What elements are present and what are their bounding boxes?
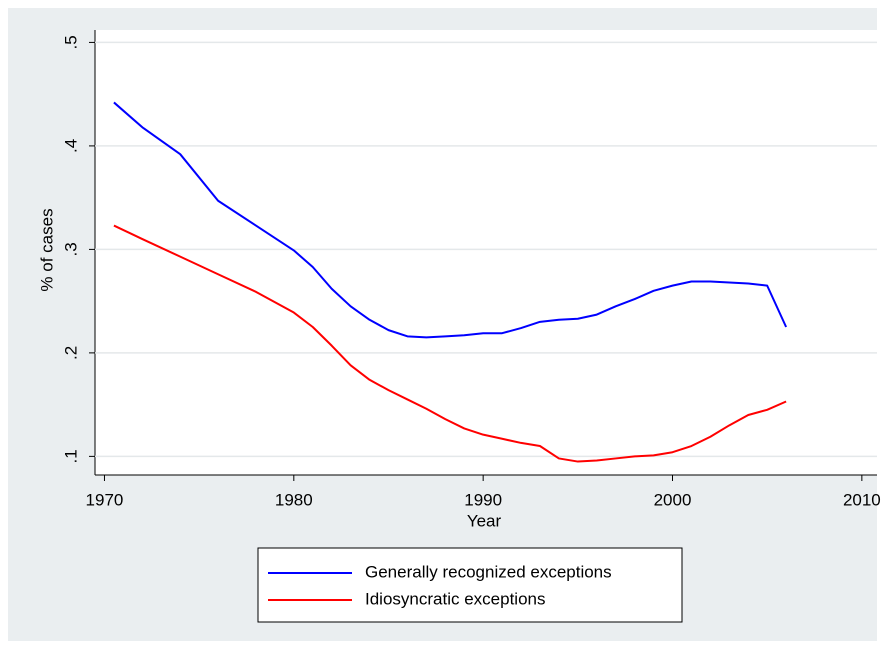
y-tick-label: .3 xyxy=(61,242,80,256)
x-tick-label: 2010 xyxy=(843,490,881,509)
y-axis-title: % of cases xyxy=(37,208,56,291)
series-line xyxy=(113,224,787,463)
x-tick-label: 1990 xyxy=(464,490,502,509)
x-tick-label: 2000 xyxy=(654,490,692,509)
legend-label: Generally recognized exceptions xyxy=(365,562,612,581)
x-tick-label: 1980 xyxy=(275,490,313,509)
plot-bg xyxy=(95,30,877,475)
series-line xyxy=(113,101,788,339)
y-tick-label: .4 xyxy=(61,139,80,153)
y-tick-label: .2 xyxy=(61,346,80,360)
legend-box xyxy=(257,547,683,623)
y-tick-label: .5 xyxy=(61,35,80,49)
x-axis-title: Year xyxy=(467,511,502,530)
y-tick-label: .1 xyxy=(61,449,80,463)
legend-label: Idiosyncratic exceptions xyxy=(365,589,545,608)
x-tick-label: 1970 xyxy=(86,490,124,509)
